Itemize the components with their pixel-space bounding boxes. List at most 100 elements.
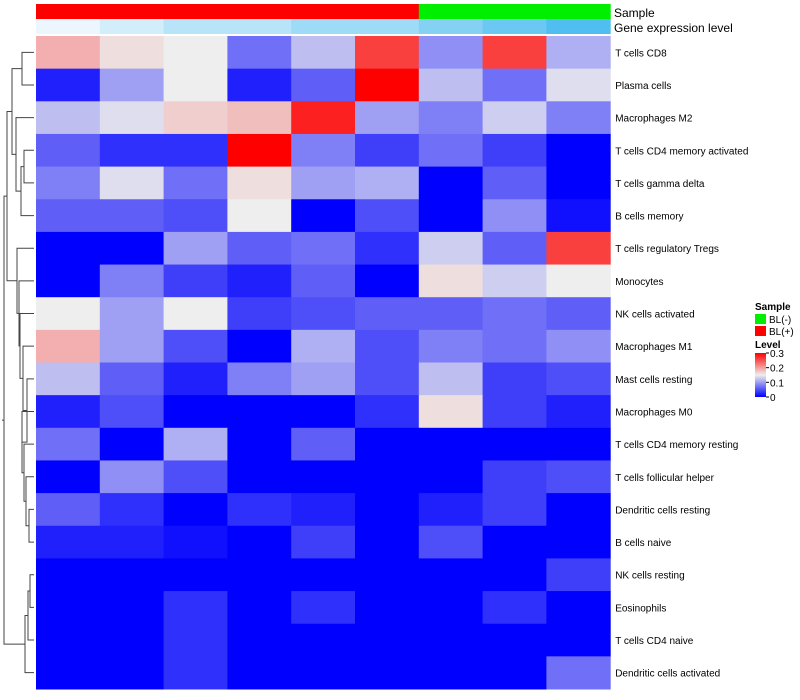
heatmap-cell [482, 329, 547, 363]
heatmap-cell [163, 395, 228, 429]
gene-expression-annotation-cell [355, 19, 420, 34]
heatmap-cell [36, 231, 101, 266]
row-label: T cells CD4 memory activated [615, 146, 748, 157]
heatmap-cell [482, 362, 547, 396]
heatmap-cell [36, 395, 101, 429]
heatmap-cell [482, 558, 547, 592]
heatmap-cell [418, 427, 484, 461]
heatmap-cell [291, 199, 356, 233]
heatmap-cell [355, 623, 420, 657]
legend-level-colorbar [755, 353, 766, 397]
heatmap-cell [355, 329, 420, 363]
heatmap-cell [482, 231, 547, 266]
heatmap-cell [546, 558, 611, 592]
sample-annotation-cell [163, 4, 228, 19]
heatmap-cell [355, 36, 420, 70]
heatmap-cell [36, 264, 101, 298]
legend-sample-label: BL(+) [769, 327, 794, 338]
heatmap-cell [227, 133, 292, 168]
heatmap-cell [163, 199, 228, 233]
gene-expression-annotation-cell [227, 19, 292, 34]
heatmap-cell [291, 427, 356, 461]
row-label: Macrophages M0 [615, 407, 693, 418]
row-labels: T cells CD8 Plasma cells Macrophages M2 T c… [615, 48, 748, 679]
heatmap-cells [36, 36, 611, 690]
legend-level-tick-label: 0.3 [770, 349, 784, 360]
heatmap-cell [291, 395, 356, 429]
heatmap-cell [482, 199, 547, 233]
heatmap-cell [291, 558, 356, 592]
heatmap-cell [355, 297, 420, 331]
gene-expression-annotation-label: Gene expression level [614, 21, 733, 35]
heatmap-cell [418, 558, 484, 592]
heatmap-cell [546, 166, 611, 200]
heatmap-cell [163, 623, 228, 657]
row-label: Plasma cells [615, 81, 671, 92]
heatmap-cell [546, 525, 611, 559]
heatmap-cell [227, 68, 292, 102]
heatmap-cell [291, 36, 356, 70]
sample-annotation-cell [99, 4, 165, 19]
heatmap-cell [418, 460, 484, 494]
heatmap-cell [163, 591, 228, 625]
heatmap-cell [163, 264, 228, 298]
heatmap-cell [99, 656, 165, 690]
heatmap-cell [99, 101, 165, 135]
heatmap-cell [546, 329, 611, 363]
heatmap-cell [163, 329, 228, 363]
heatmap-cell [355, 101, 420, 135]
heatmap-cell [355, 395, 420, 429]
heatmap-cell [99, 395, 165, 429]
heatmap-cell [99, 460, 165, 494]
heatmap-cell [482, 623, 547, 657]
heatmap-cell [291, 297, 356, 331]
heatmap-cell [227, 101, 292, 135]
heatmap-cell [291, 460, 356, 494]
heatmap-cell [418, 395, 484, 429]
heatmap-cell [546, 68, 611, 102]
heatmap-cell [482, 166, 547, 200]
heatmap-cell [36, 68, 101, 102]
legend-sample-label: BL(-) [769, 315, 791, 326]
heatmap-cell [99, 199, 165, 233]
gene-expression-annotation-cell [163, 19, 228, 34]
heatmap-cell [418, 591, 484, 625]
heatmap-cell [36, 329, 101, 363]
heatmap-cell [227, 231, 292, 266]
dendrogram-branch [20, 166, 34, 217]
heatmap-cell [227, 264, 292, 298]
heatmap-cell [291, 362, 356, 396]
heatmap-cell [99, 329, 165, 363]
sample-annotation-cell [418, 4, 484, 19]
heatmap-cell [291, 329, 356, 363]
heatmap-cell [546, 231, 611, 266]
heatmap-cell [482, 133, 547, 168]
heatmap-cell [99, 427, 165, 461]
heatmap-cell [355, 166, 420, 200]
legend-level-tick-label: 0.2 [770, 364, 784, 375]
heatmap-cell [355, 362, 420, 396]
heatmap-cell [99, 623, 165, 657]
heatmap-cell [99, 68, 165, 102]
heatmap-cell [355, 231, 420, 266]
heatmap-cell [99, 36, 165, 70]
heatmap-cell [355, 656, 420, 690]
heatmap-cell [482, 591, 547, 625]
heatmap-cell [482, 36, 547, 70]
heatmap-cell [227, 525, 292, 559]
row-label: T cells CD4 memory resting [615, 440, 738, 451]
row-label: Monocytes [615, 277, 663, 288]
heatmap-cell [163, 558, 228, 592]
heatmap-cell [99, 591, 165, 625]
heatmap-cell [36, 558, 101, 592]
heatmap-cell [227, 591, 292, 625]
row-label: Macrophages M2 [615, 114, 693, 125]
heatmap-cell [36, 199, 101, 233]
sample-annotation-cell [355, 4, 420, 19]
sample-annotation-cell [36, 4, 101, 19]
heatmap-cell [546, 427, 611, 461]
heatmap-cell [546, 297, 611, 331]
gene-expression-annotation-cell [418, 19, 484, 34]
row-label: NK cells resting [615, 571, 684, 582]
heatmap-cell [355, 460, 420, 494]
